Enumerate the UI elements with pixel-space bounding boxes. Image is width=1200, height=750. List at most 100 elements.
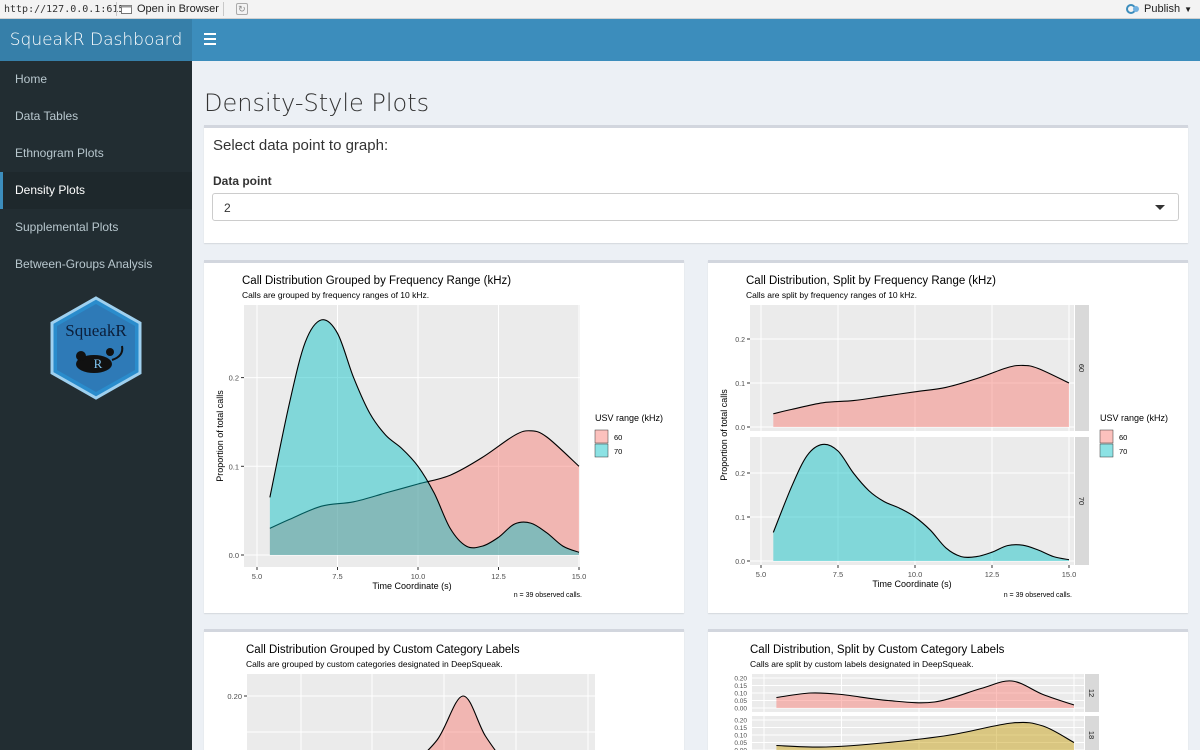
legend-label-60: 60 xyxy=(1119,433,1127,442)
series-70-line xyxy=(772,443,1070,561)
y-tick-label: 0.1 xyxy=(735,515,745,522)
browser-window-icon xyxy=(121,4,132,14)
data-point-select[interactable]: 2 xyxy=(212,193,1179,221)
plot-caption: n = 39 observed calls. xyxy=(1004,592,1072,599)
refresh-icon[interactable]: ↻ xyxy=(235,3,248,15)
facet-panel-70 xyxy=(750,437,1074,565)
series-12-line xyxy=(776,680,1075,706)
y-tick-label: 0.10 xyxy=(734,733,747,740)
viewer-toolbar: http://127.0.0.1:6153 Open in Browser ↻ … xyxy=(0,0,1200,19)
chevron-down-icon: ▼ xyxy=(1184,4,1192,14)
sidebar-item-supplemental-plots[interactable]: Supplemental Plots xyxy=(15,220,119,234)
open-in-browser-label: Open in Browser xyxy=(137,3,219,15)
logo-text: SqueakR xyxy=(65,321,127,340)
sidebar-item-data-tables[interactable]: Data Tables xyxy=(15,109,79,123)
app-title[interactable]: SqueakR Dashboard xyxy=(0,19,192,61)
sidebar-item-between-groups-analysis[interactable]: Between-Groups Analysis xyxy=(15,257,153,271)
facet-panel-60 xyxy=(750,305,1074,431)
legend-key-70 xyxy=(594,443,609,458)
sidebar-menu: Home Data Tables Ethnogram Plots Density Pl… xyxy=(0,61,192,283)
density-plot-split-frequency: Call Distribution, Split by Frequency Ra… xyxy=(719,275,1168,599)
y-tick-label: 0.10 xyxy=(734,691,747,698)
sidebar-item-home[interactable]: Home xyxy=(15,72,48,86)
plot-subtitle: Calls are grouped by custom categories d… xyxy=(246,659,503,669)
y-tick-label: 0.15 xyxy=(734,725,747,732)
plot-title: Call Distribution Grouped by Frequency R… xyxy=(242,275,511,287)
density-plot-grouped-frequency: Call Distribution Grouped by Frequency R… xyxy=(215,275,663,599)
x-axis-label: Time Coordinate (s) xyxy=(372,581,451,591)
plot-box-split-category: Call Distribution, Split by Custom Categ… xyxy=(708,629,1188,750)
series-70-area xyxy=(269,319,579,555)
publish-button[interactable]: Publish ▼ xyxy=(1126,3,1192,15)
x-tick-label: 5.0 xyxy=(756,570,766,579)
x-tick-label: 7.5 xyxy=(833,570,843,579)
plot-box-split-frequency: Call Distribution, Split by Frequency Ra… xyxy=(708,260,1188,613)
series-70-line xyxy=(269,319,580,553)
facet-panel-18 xyxy=(752,716,1084,750)
series-60-area xyxy=(773,365,1069,427)
facet-strip-label: 60 xyxy=(1077,364,1086,372)
y-axis-label: Proportion of total calls xyxy=(215,390,225,482)
facet-strip-18 xyxy=(1085,716,1099,750)
plot-box-grouped-frequency: Call Distribution Grouped by Frequency R… xyxy=(204,260,684,613)
y-tick-label: 0.1 xyxy=(229,462,239,471)
publish-icon xyxy=(1126,4,1139,14)
plot-caption: n = 39 observed calls. xyxy=(514,592,582,599)
y-tick-label: 0.0 xyxy=(735,559,745,566)
series-60-line xyxy=(269,430,580,529)
y-tick-label: 0.20 xyxy=(227,692,242,701)
plot-panel xyxy=(247,674,595,750)
series-70-area xyxy=(773,444,1069,561)
plot-title: Call Distribution, Split by Custom Categ… xyxy=(750,644,1005,656)
squeakr-hex-logo: SqueakR R xyxy=(50,296,142,400)
series-18-line xyxy=(776,721,1075,748)
page-title: Density-Style Plots xyxy=(204,89,430,117)
y-tick-label: 0.20 xyxy=(734,676,747,683)
plot-box-grouped-category: Call Distribution Grouped by Custom Cate… xyxy=(204,629,684,750)
data-point-label: Data point xyxy=(213,174,272,188)
chevron-down-icon xyxy=(1155,205,1165,210)
x-tick-label: 12.5 xyxy=(985,570,1000,579)
series-60-area xyxy=(269,430,579,555)
legend-label-60: 60 xyxy=(614,433,622,442)
y-tick-label: 0.15 xyxy=(734,683,747,690)
sidebar-item-ethnogram-plots[interactable]: Ethnogram Plots xyxy=(15,146,104,160)
x-tick-label: 15.0 xyxy=(572,572,587,581)
x-tick-label: 7.5 xyxy=(332,572,342,581)
facet-strip-label: 18 xyxy=(1087,731,1096,739)
x-tick-label: 10.0 xyxy=(411,572,426,581)
legend-key-70 xyxy=(1099,443,1114,458)
plot-title: Call Distribution, Split by Frequency Ra… xyxy=(746,275,996,287)
sidebar-item-density-plots[interactable]: Density Plots xyxy=(0,172,192,209)
x-tick-label: 5.0 xyxy=(252,572,262,581)
y-tick-label: 0.2 xyxy=(735,337,745,344)
y-tick-label: 0.05 xyxy=(734,698,747,705)
legend-key-60 xyxy=(594,429,609,444)
main-content: Density-Style Plots Select data point to… xyxy=(192,61,1200,750)
x-tick-label: 12.5 xyxy=(491,572,506,581)
logo-badge: R xyxy=(94,356,103,371)
viewer-url[interactable]: http://127.0.0.1:6153 xyxy=(4,3,131,15)
plot-subtitle: Calls are split by frequency ranges of 1… xyxy=(746,290,917,300)
open-in-browser-button[interactable]: Open in Browser xyxy=(121,3,219,15)
facet-strip-60 xyxy=(1075,305,1089,431)
series-12-area xyxy=(776,680,1074,708)
x-axis-label: Time Coordinate (s) xyxy=(872,579,951,589)
data-point-value: 2 xyxy=(224,201,231,215)
plot-title: Call Distribution Grouped by Custom Cate… xyxy=(246,644,520,656)
sidebar-toggle-icon[interactable] xyxy=(204,33,216,45)
divider xyxy=(222,2,224,16)
y-tick-label: 0.2 xyxy=(229,374,239,383)
sidebar: Home Data Tables Ethnogram Plots Density Pl… xyxy=(0,61,192,750)
density-plot-split-category: Call Distribution, Split by Custom Categ… xyxy=(734,644,1099,750)
legend-key-60 xyxy=(1099,429,1114,444)
plot-subtitle: Calls are grouped by frequency ranges of… xyxy=(242,290,429,300)
facet-strip-label: 12 xyxy=(1087,689,1096,697)
y-tick-label: 0.00 xyxy=(734,748,747,750)
facet-strip-12 xyxy=(1085,674,1099,712)
publish-label: Publish xyxy=(1144,3,1181,15)
x-tick-label: 10.0 xyxy=(908,570,923,579)
facet-strip-label: 70 xyxy=(1077,497,1086,505)
y-tick-label: 0.05 xyxy=(734,740,747,747)
legend-label-70: 70 xyxy=(1119,447,1127,456)
